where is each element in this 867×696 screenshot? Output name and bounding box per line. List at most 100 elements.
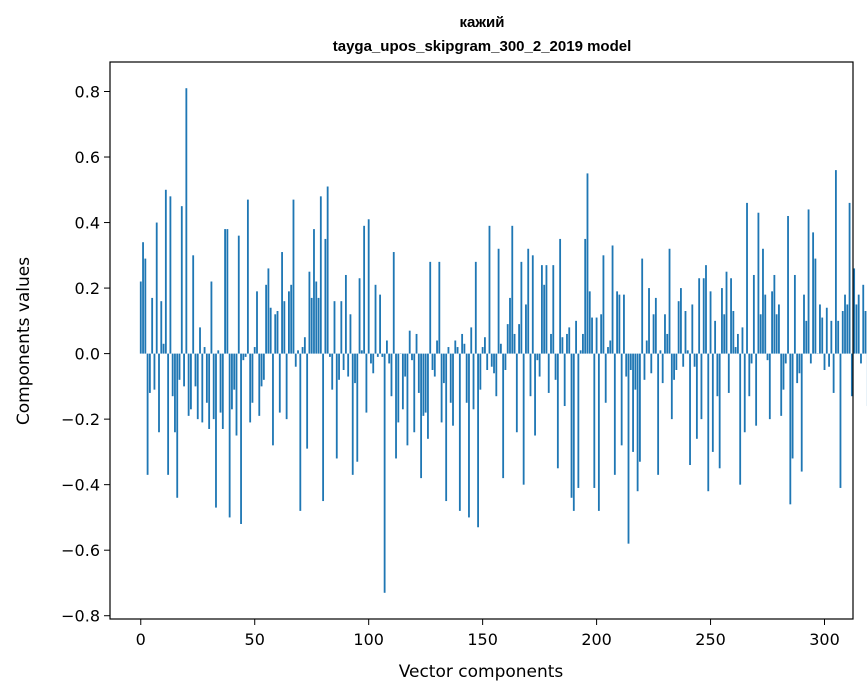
bar — [572, 353, 575, 511]
bar — [759, 314, 762, 354]
bar — [791, 353, 794, 459]
bar — [294, 353, 297, 367]
bar — [324, 238, 327, 354]
bar — [379, 294, 381, 354]
bar — [645, 340, 648, 354]
bar — [463, 343, 466, 354]
y-tick-label: −0.4 — [61, 476, 100, 495]
bar — [666, 333, 669, 354]
bar — [158, 353, 160, 433]
bar — [502, 353, 505, 479]
bar — [513, 333, 516, 354]
bar — [486, 353, 489, 370]
bar — [709, 291, 712, 354]
bar — [634, 353, 637, 390]
bar — [301, 347, 304, 354]
bar — [686, 350, 689, 354]
bar — [597, 353, 600, 511]
y-tick-label: 0.2 — [75, 279, 100, 298]
bar — [670, 353, 673, 420]
bar — [164, 189, 167, 354]
bar — [814, 258, 817, 354]
bar — [554, 353, 557, 380]
bar — [479, 353, 482, 390]
bar — [315, 281, 318, 354]
bar — [420, 353, 423, 479]
bar — [588, 291, 591, 354]
bar — [374, 284, 377, 354]
bar — [417, 353, 420, 393]
bar — [648, 288, 650, 354]
bar — [607, 347, 609, 354]
bar — [711, 353, 714, 452]
bar — [568, 327, 571, 354]
bar — [333, 301, 336, 354]
bar — [789, 353, 792, 505]
bar — [506, 324, 509, 354]
bar — [693, 353, 696, 367]
y-tick-label: 0.0 — [75, 345, 100, 364]
bar — [698, 278, 701, 354]
bar — [433, 353, 436, 377]
bar — [837, 320, 840, 354]
bar — [411, 353, 413, 361]
y-tick-label: −0.6 — [61, 541, 100, 560]
bar — [372, 353, 375, 374]
bar — [659, 350, 662, 354]
bar — [167, 353, 170, 475]
bar — [632, 353, 634, 452]
bar — [488, 225, 491, 354]
bar — [584, 238, 587, 354]
bar — [793, 274, 796, 354]
bar — [242, 353, 245, 361]
bar — [376, 353, 379, 357]
bar — [534, 353, 536, 436]
bar — [470, 327, 473, 354]
bar — [474, 261, 477, 354]
bar — [700, 353, 703, 420]
bar — [178, 353, 181, 380]
bar — [684, 311, 687, 354]
bar — [162, 343, 165, 354]
x-axis-label: Vector components — [399, 662, 564, 682]
bar — [734, 347, 737, 354]
bar — [185, 88, 188, 354]
bar — [582, 333, 584, 354]
bar — [344, 274, 347, 354]
bar — [299, 353, 302, 511]
bar — [253, 347, 256, 354]
bar — [566, 333, 568, 354]
bar — [212, 353, 215, 420]
bar — [509, 297, 511, 354]
bar — [388, 353, 391, 364]
bar — [349, 314, 352, 354]
bar — [579, 350, 582, 354]
bar — [322, 353, 325, 502]
bar — [194, 353, 197, 387]
bar — [187, 353, 190, 416]
bar — [495, 353, 498, 397]
bar — [529, 353, 532, 397]
bar — [752, 274, 755, 354]
bar — [654, 297, 657, 354]
bar — [210, 281, 213, 354]
bar — [442, 353, 445, 384]
bar — [139, 281, 142, 354]
bar — [680, 288, 682, 354]
bar — [586, 173, 589, 354]
bar — [823, 353, 826, 370]
bar — [392, 252, 395, 354]
bar — [397, 353, 400, 423]
bar — [310, 297, 313, 354]
bar — [292, 199, 295, 354]
bar — [864, 311, 867, 354]
bar — [825, 307, 828, 354]
bar — [477, 353, 479, 528]
bar — [771, 291, 773, 354]
bar — [340, 301, 343, 354]
bar — [228, 353, 231, 518]
bar — [306, 353, 309, 449]
bar — [192, 255, 195, 354]
bar — [675, 353, 678, 370]
